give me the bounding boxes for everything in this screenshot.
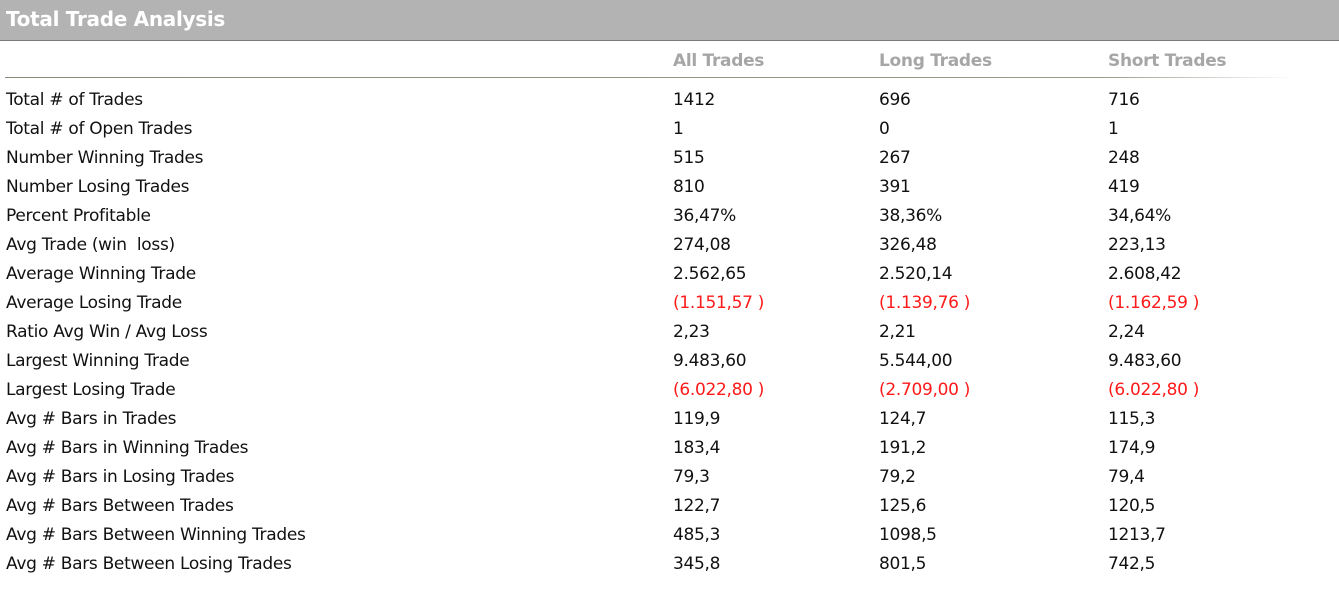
value-short-trades: 120,5 [1108, 496, 1156, 516]
column-header-short-trades: Short Trades [1108, 51, 1227, 71]
value-short-trades: 2,24 [1108, 322, 1145, 342]
value-long-trades: 267 [879, 148, 911, 168]
row-label: Number Losing Trades [6, 177, 190, 197]
table-row: Number Losing Trades 810 391 419 [0, 177, 1339, 206]
value-short-trades: 248 [1108, 148, 1140, 168]
row-label: Average Winning Trade [6, 264, 196, 284]
table-row: Total # of Open Trades 1 0 1 [0, 119, 1339, 148]
value-all-trades: 9.483,60 [673, 351, 747, 371]
section-title: Total Trade Analysis [6, 7, 226, 31]
value-short-trades: 419 [1108, 177, 1140, 197]
row-label: Percent Profitable [6, 206, 151, 226]
value-short-trades: 223,13 [1108, 235, 1166, 255]
value-all-trades: 345,8 [673, 554, 721, 574]
value-long-trades: 191,2 [879, 438, 927, 458]
table-row: Avg # Bars in Trades 119,9 124,7 115,3 [0, 409, 1339, 438]
value-all-trades: 122,7 [673, 496, 721, 516]
row-label: Total # of Open Trades [6, 119, 193, 139]
value-all-trades: 79,3 [673, 467, 710, 487]
table-row: Avg # Bars Between Trades 122,7 125,6 120,5 [0, 496, 1339, 525]
value-short-trades: 1 [1108, 119, 1119, 139]
table-row: Avg # Bars in Winning Trades 183,4 191,2 17… [0, 438, 1339, 467]
row-label: Total # of Trades [6, 90, 143, 110]
value-all-trades: 1 [673, 119, 684, 139]
value-long-trades: 38,36% [879, 206, 943, 226]
value-long-trades: 2.520,14 [879, 264, 953, 284]
value-short-trades: (6.022,80 ) [1108, 380, 1200, 400]
value-all-trades: 119,9 [673, 409, 721, 429]
value-long-trades: (1.139,76 ) [879, 293, 971, 313]
value-short-trades: 9.483,60 [1108, 351, 1182, 371]
header-divider [5, 77, 1295, 78]
value-all-trades: 810 [673, 177, 705, 197]
value-long-trades: 2,21 [879, 322, 916, 342]
table-row: Number Winning Trades 515 267 248 [0, 148, 1339, 177]
value-long-trades: 696 [879, 90, 911, 110]
row-label: Avg # Bars Between Winning Trades [6, 525, 306, 545]
row-label: Avg Trade (win loss) [6, 235, 175, 255]
row-label: Avg # Bars in Trades [6, 409, 177, 429]
row-label: Ratio Avg Win / Avg Loss [6, 322, 208, 342]
row-label: Number Winning Trades [6, 148, 204, 168]
value-long-trades: 801,5 [879, 554, 927, 574]
value-all-trades: 485,3 [673, 525, 721, 545]
value-short-trades: 716 [1108, 90, 1140, 110]
table-row: Avg # Bars Between Winning Trades 485,3 10… [0, 525, 1339, 554]
column-header-all-trades: All Trades [673, 51, 765, 71]
table-row: Avg # Bars in Losing Trades 79,3 79,2 79,4 [0, 467, 1339, 496]
value-all-trades: 183,4 [673, 438, 721, 458]
value-long-trades: (2.709,00 ) [879, 380, 971, 400]
row-label: Avg # Bars in Losing Trades [6, 467, 235, 487]
row-label: Largest Losing Trade [6, 380, 176, 400]
value-all-trades: 515 [673, 148, 705, 168]
row-label: Avg # Bars Between Trades [6, 496, 234, 516]
table-row: Avg Trade (win loss) 274,08 326,48 223,13 [0, 235, 1339, 264]
row-label: Avg # Bars Between Losing Trades [6, 554, 292, 574]
section-header: Total Trade Analysis [0, 0, 1339, 41]
table-row: Average Winning Trade 2.562,65 2.520,14 2.6… [0, 264, 1339, 293]
value-short-trades: 1213,7 [1108, 525, 1166, 545]
value-short-trades: (1.162,59 ) [1108, 293, 1200, 313]
table-row: Total # of Trades 1412 696 716 [0, 90, 1339, 119]
value-all-trades: 2,23 [673, 322, 710, 342]
value-long-trades: 5.544,00 [879, 351, 953, 371]
table-row: Average Losing Trade (1.151,57 ) (1.139,76… [0, 293, 1339, 322]
value-long-trades: 79,2 [879, 467, 916, 487]
table-row: Largest Winning Trade 9.483,60 5.544,00 9.4… [0, 351, 1339, 380]
row-label: Avg # Bars in Winning Trades [6, 438, 249, 458]
value-short-trades: 2.608,42 [1108, 264, 1182, 284]
value-short-trades: 34,64% [1108, 206, 1172, 226]
value-short-trades: 174,9 [1108, 438, 1156, 458]
table-row: Avg # Bars Between Losing Trades 345,8 801… [0, 554, 1339, 583]
value-short-trades: 79,4 [1108, 467, 1145, 487]
value-short-trades: 115,3 [1108, 409, 1156, 429]
value-long-trades: 391 [879, 177, 911, 197]
column-header-long-trades: Long Trades [879, 51, 992, 71]
value-all-trades: (1.151,57 ) [673, 293, 765, 313]
table-row: Percent Profitable 36,47% 38,36% 34,64% [0, 206, 1339, 235]
value-long-trades: 125,6 [879, 496, 927, 516]
value-long-trades: 0 [879, 119, 890, 139]
value-all-trades: 36,47% [673, 206, 737, 226]
value-long-trades: 326,48 [879, 235, 937, 255]
value-all-trades: (6.022,80 ) [673, 380, 765, 400]
table-row: Ratio Avg Win / Avg Loss 2,23 2,21 2,24 [0, 322, 1339, 351]
value-short-trades: 742,5 [1108, 554, 1156, 574]
value-all-trades: 2.562,65 [673, 264, 747, 284]
row-label: Average Losing Trade [6, 293, 182, 313]
value-long-trades: 1098,5 [879, 525, 937, 545]
value-all-trades: 274,08 [673, 235, 731, 255]
value-all-trades: 1412 [673, 90, 716, 110]
table-row: Largest Losing Trade (6.022,80 ) (2.709,00… [0, 380, 1339, 409]
row-label: Largest Winning Trade [6, 351, 190, 371]
value-long-trades: 124,7 [879, 409, 927, 429]
